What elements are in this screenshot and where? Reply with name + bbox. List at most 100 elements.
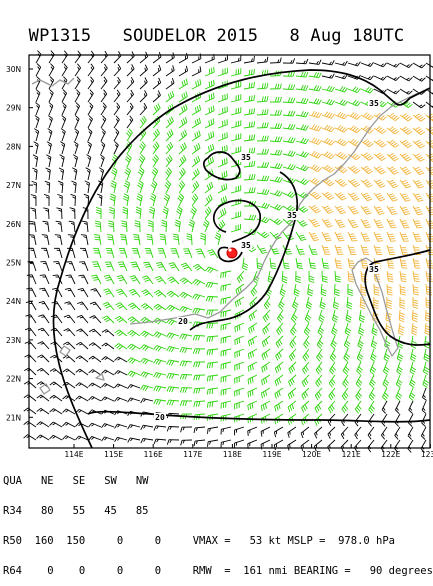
cell-value: 150 bbox=[66, 535, 85, 547]
wind-barb bbox=[328, 427, 335, 439]
wind-barb bbox=[49, 64, 54, 76]
wind-barb bbox=[231, 198, 241, 206]
wind-barb bbox=[108, 221, 114, 232]
cell-value: 0 bbox=[155, 535, 161, 547]
wind-barb bbox=[64, 302, 75, 310]
wind-barb bbox=[42, 235, 49, 245]
wind-barb bbox=[196, 249, 205, 258]
wind-barb bbox=[322, 165, 334, 172]
wind-barb bbox=[235, 336, 244, 345]
wind-barb bbox=[36, 51, 41, 63]
wind-barb bbox=[322, 152, 334, 159]
table-row-r34: R34 80 55 45 85 bbox=[3, 506, 433, 516]
wind-barb bbox=[73, 155, 77, 167]
wind-barb bbox=[153, 52, 161, 63]
wind-barb bbox=[231, 211, 241, 219]
wind-barb bbox=[142, 276, 153, 284]
wind-barb bbox=[153, 103, 160, 115]
wind-barb bbox=[361, 139, 373, 146]
wind-barb bbox=[275, 388, 283, 399]
wind-barb bbox=[309, 245, 318, 254]
wind-barb bbox=[80, 248, 88, 258]
header-sw: SW bbox=[104, 475, 117, 487]
wind-barb bbox=[153, 155, 159, 167]
wind-barb bbox=[170, 249, 179, 258]
wind-barb bbox=[207, 388, 218, 395]
wind-barb bbox=[221, 271, 231, 278]
wind-barb bbox=[205, 106, 214, 115]
wind-barb bbox=[283, 111, 295, 116]
wind-barb bbox=[127, 64, 134, 76]
wind-barb bbox=[335, 232, 344, 241]
wind-barb bbox=[114, 64, 121, 76]
wind-barb bbox=[296, 165, 309, 171]
cell-value: 0 bbox=[47, 565, 53, 577]
wind-barb bbox=[205, 118, 214, 128]
wind-barb bbox=[88, 436, 101, 440]
contour-label: 35 bbox=[241, 241, 251, 250]
wind-barb bbox=[413, 232, 422, 241]
wind-barb bbox=[387, 284, 393, 295]
wind-barb bbox=[49, 102, 53, 115]
wind-barb bbox=[40, 262, 49, 271]
wind-barb bbox=[283, 137, 295, 143]
wind-barb bbox=[359, 310, 364, 322]
wind-barb bbox=[257, 149, 269, 154]
wind-barb bbox=[355, 401, 361, 413]
wind-barb bbox=[101, 51, 108, 63]
wind-barb bbox=[374, 180, 385, 188]
wind-barb bbox=[218, 132, 227, 141]
wind-barb bbox=[274, 427, 283, 437]
wind-barb bbox=[370, 375, 376, 388]
wind-barb bbox=[50, 422, 62, 427]
wind-barb bbox=[231, 146, 241, 154]
wind-barb bbox=[316, 362, 322, 374]
wind-barb bbox=[77, 302, 88, 310]
wind-barb bbox=[122, 207, 127, 219]
wind-barb bbox=[322, 206, 333, 214]
wind-barb bbox=[154, 290, 166, 297]
wind-barb bbox=[400, 284, 406, 295]
wind-barb bbox=[179, 130, 187, 141]
wind-barb bbox=[66, 275, 75, 284]
wind-barb bbox=[374, 284, 379, 295]
wind-barb bbox=[194, 388, 205, 394]
wind-barb bbox=[387, 271, 393, 282]
wind-barb bbox=[413, 154, 424, 162]
lat-label: 30N bbox=[6, 65, 21, 74]
wind-barb bbox=[51, 328, 62, 336]
wind-barb bbox=[150, 194, 156, 206]
wind-barb bbox=[369, 388, 375, 400]
wind-barb bbox=[62, 115, 66, 128]
wind-barb bbox=[24, 395, 36, 401]
wind-barb bbox=[317, 349, 323, 361]
wind-barb bbox=[114, 51, 121, 63]
wind-barb bbox=[348, 126, 360, 133]
wind-barb bbox=[116, 303, 127, 310]
wind-barb bbox=[207, 323, 218, 329]
wind-barb bbox=[114, 384, 127, 388]
wind-barb bbox=[38, 315, 49, 323]
wind-barb bbox=[221, 440, 231, 448]
wind-barb bbox=[301, 427, 309, 438]
wind-barb bbox=[141, 385, 153, 391]
lat-label: 27N bbox=[6, 181, 21, 190]
wind-barb bbox=[192, 194, 198, 206]
wind-barb bbox=[387, 245, 395, 255]
wind-barb bbox=[82, 221, 88, 232]
wind-barb bbox=[270, 123, 282, 128]
wind-barb bbox=[335, 61, 347, 65]
wind-barb bbox=[114, 103, 120, 115]
wind-barb bbox=[400, 154, 412, 162]
wind-barb bbox=[270, 57, 281, 63]
wind-barb bbox=[86, 168, 91, 180]
wind-barb bbox=[154, 399, 166, 404]
wind-barb bbox=[374, 193, 385, 201]
wind-barb bbox=[36, 63, 41, 76]
wind-barb bbox=[321, 284, 326, 296]
wind-barb bbox=[397, 349, 403, 361]
wind-barb bbox=[97, 194, 102, 206]
wind-barb bbox=[231, 55, 241, 63]
wind-barb bbox=[60, 155, 65, 167]
wind-barb bbox=[74, 142, 78, 154]
